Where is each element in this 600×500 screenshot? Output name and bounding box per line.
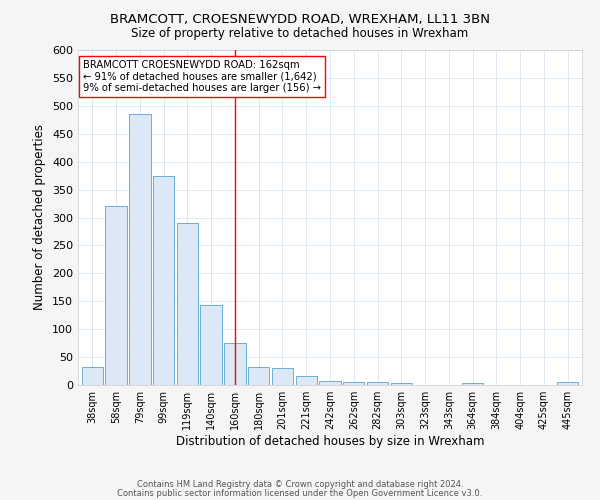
Bar: [557, 382, 578, 385]
Text: Size of property relative to detached houses in Wrexham: Size of property relative to detached ho…: [131, 28, 469, 40]
Bar: [319, 380, 341, 385]
Bar: [272, 368, 293, 385]
Bar: [391, 383, 412, 385]
Bar: [82, 366, 103, 385]
Text: Contains public sector information licensed under the Open Government Licence v3: Contains public sector information licen…: [118, 490, 482, 498]
Bar: [462, 383, 484, 385]
Text: Contains HM Land Registry data © Crown copyright and database right 2024.: Contains HM Land Registry data © Crown c…: [137, 480, 463, 489]
Y-axis label: Number of detached properties: Number of detached properties: [34, 124, 46, 310]
Bar: [129, 114, 151, 385]
Bar: [224, 343, 245, 385]
Text: BRAMCOTT, CROESNEWYDD ROAD, WREXHAM, LL11 3BN: BRAMCOTT, CROESNEWYDD ROAD, WREXHAM, LL1…: [110, 12, 490, 26]
Bar: [248, 366, 269, 385]
Bar: [343, 382, 364, 385]
Bar: [367, 382, 388, 385]
X-axis label: Distribution of detached houses by size in Wrexham: Distribution of detached houses by size …: [176, 435, 484, 448]
Text: BRAMCOTT CROESNEWYDD ROAD: 162sqm
← 91% of detached houses are smaller (1,642)
9: BRAMCOTT CROESNEWYDD ROAD: 162sqm ← 91% …: [83, 60, 321, 93]
Bar: [296, 376, 317, 385]
Bar: [200, 305, 222, 385]
Bar: [153, 176, 174, 385]
Bar: [176, 223, 198, 385]
Bar: [106, 206, 127, 385]
